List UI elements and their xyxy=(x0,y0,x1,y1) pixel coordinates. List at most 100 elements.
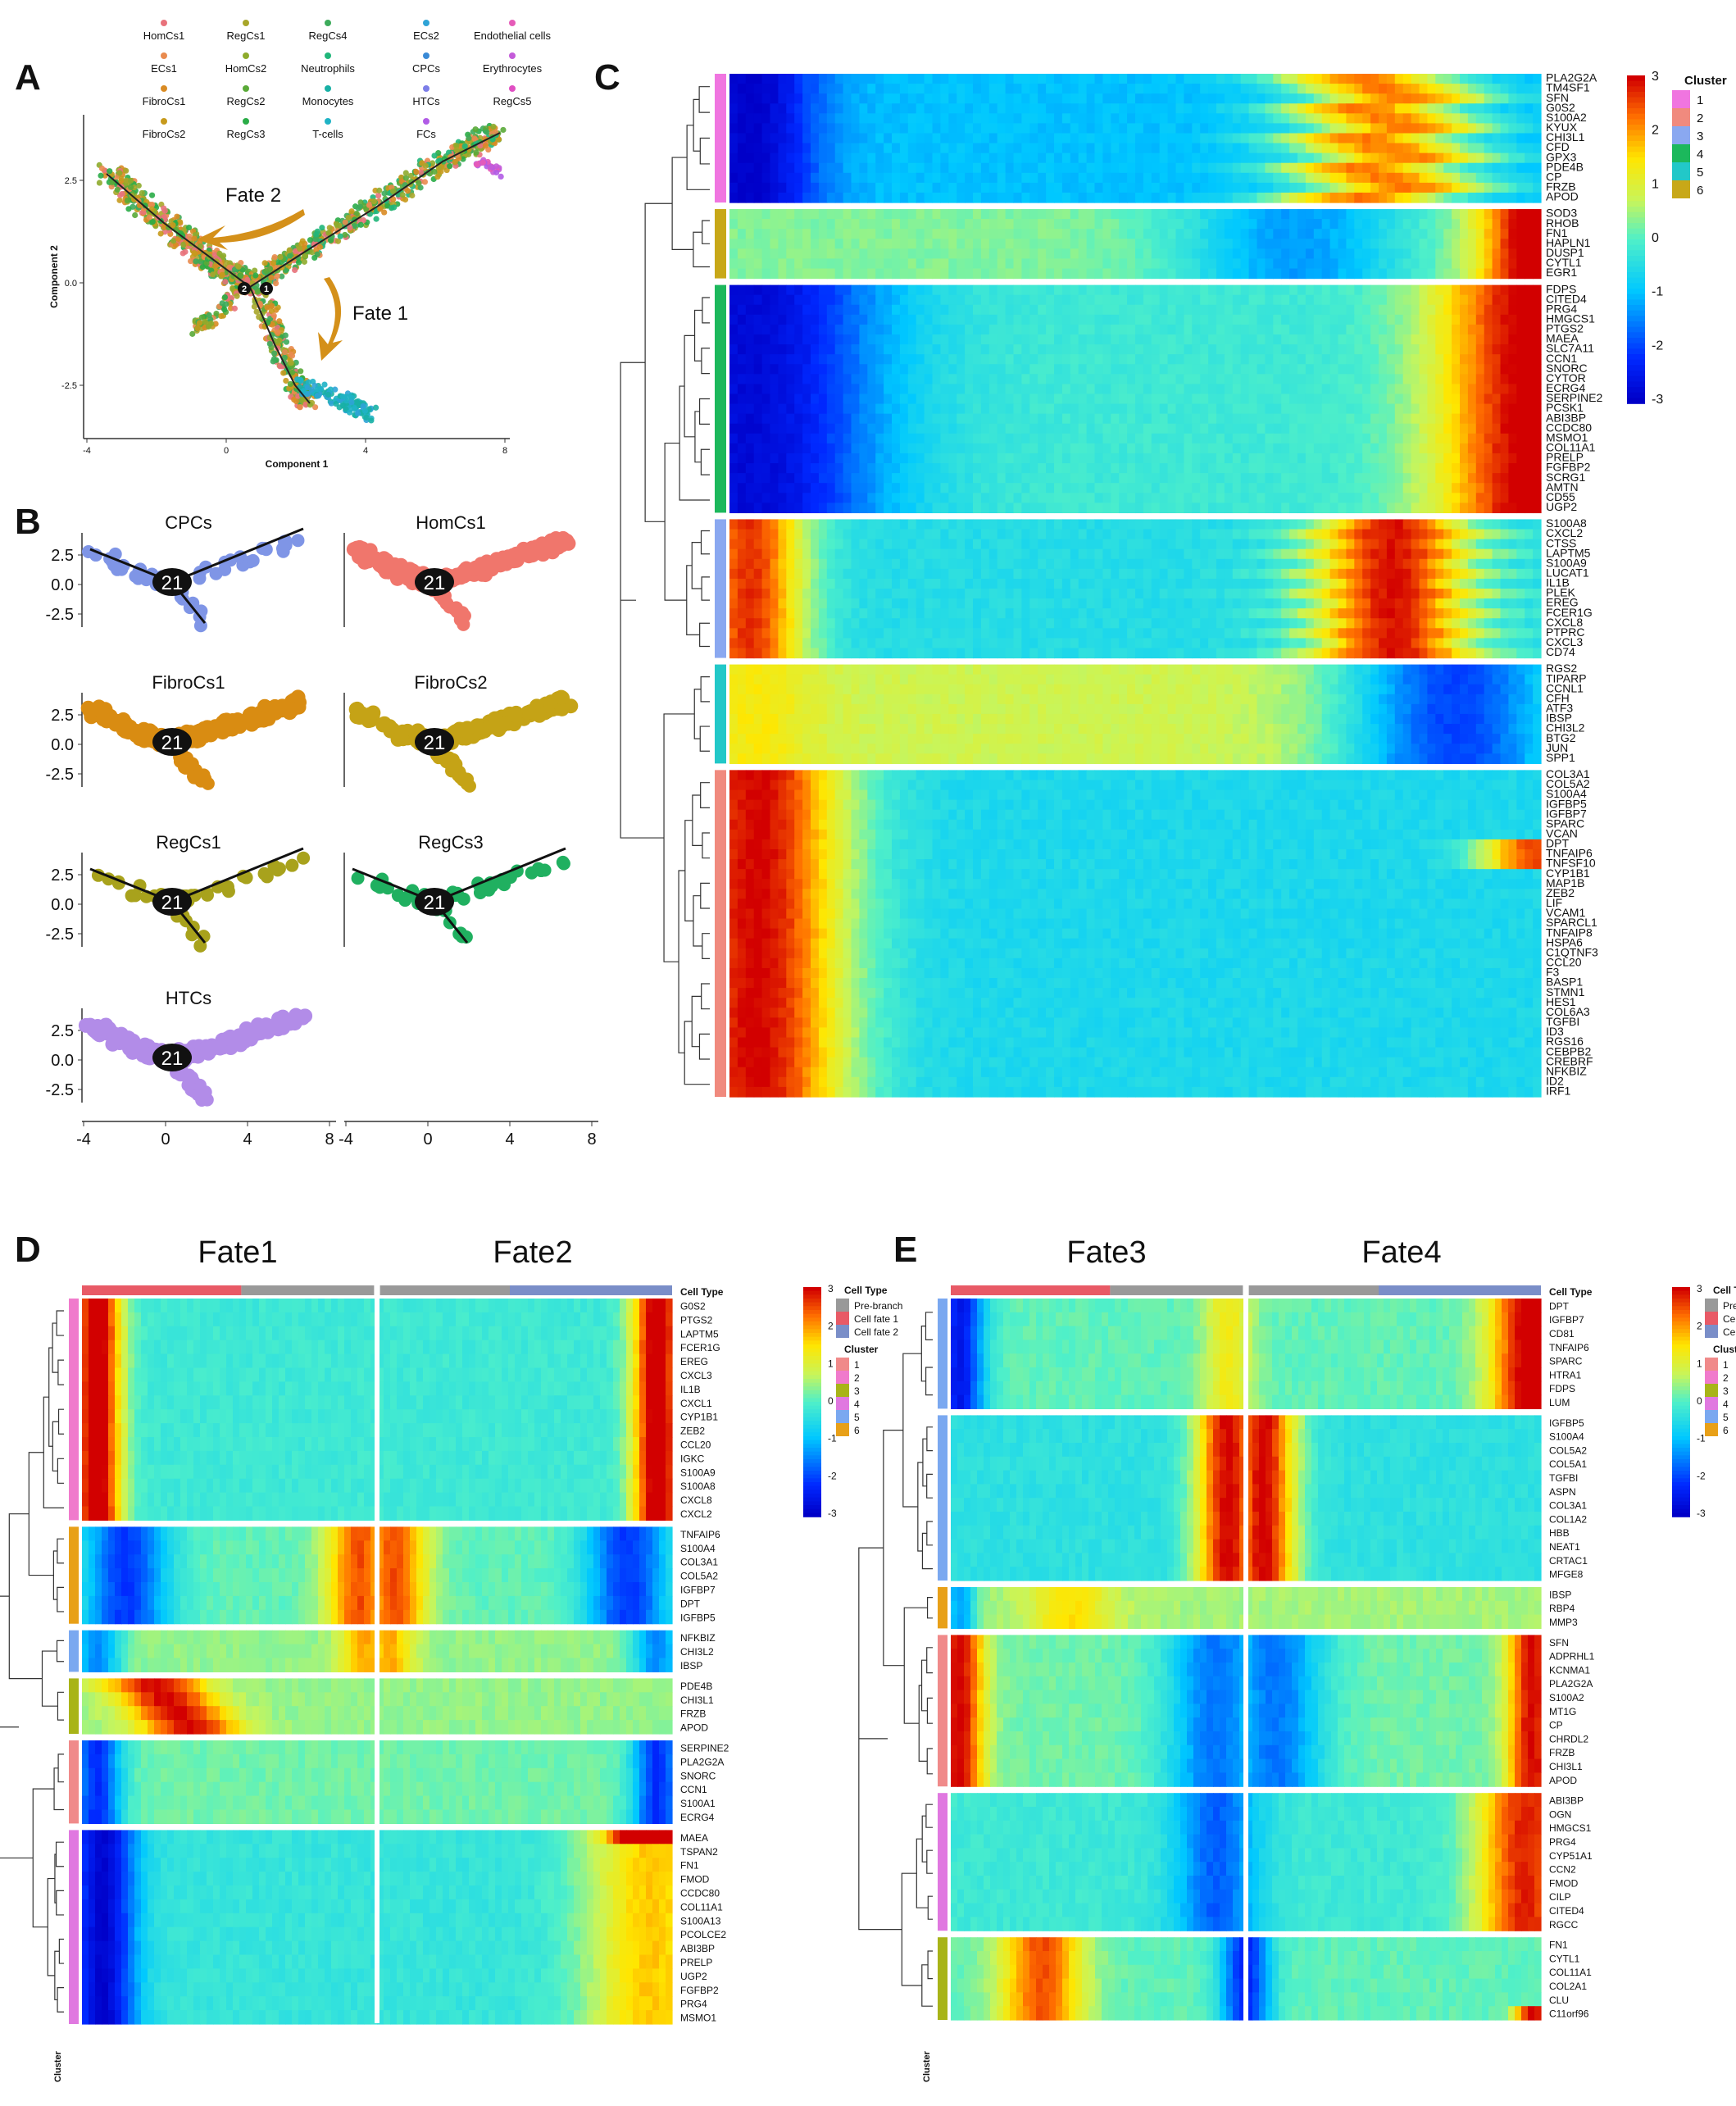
subplot-title: CPCs xyxy=(165,512,211,533)
heatmap-cell xyxy=(1273,173,1282,184)
heatmap-cell xyxy=(1184,285,1193,296)
heatmap-cell xyxy=(1508,123,1517,134)
heatmap-cell xyxy=(843,183,852,193)
heatmap-cell xyxy=(1370,173,1379,184)
heatmap-cell xyxy=(1314,193,1323,203)
heatmap-cell xyxy=(843,93,852,104)
heatmap-cell xyxy=(1306,143,1315,154)
heatmap-cell xyxy=(1338,305,1347,316)
heatmap-cell xyxy=(1168,285,1177,296)
heatmap-cell xyxy=(1420,229,1429,239)
heatmap-cell xyxy=(1087,193,1096,203)
heatmap-cell xyxy=(1021,193,1030,203)
heatmap-cell xyxy=(729,239,738,249)
heatmap-cell xyxy=(1111,258,1120,269)
heatmap-cell xyxy=(1468,183,1477,193)
heatmap-cell xyxy=(1038,193,1047,203)
heatmap-cell xyxy=(794,93,803,104)
heatmap-cell xyxy=(1038,173,1047,184)
heatmap-cell xyxy=(746,258,755,269)
heatmap-cell xyxy=(754,315,763,325)
heatmap-cell xyxy=(1281,295,1290,306)
heatmap-cell xyxy=(1508,305,1517,316)
trajectory-point xyxy=(170,222,175,228)
trajectory-point xyxy=(319,225,325,230)
heatmap-cell xyxy=(852,123,861,134)
heatmap-cell xyxy=(908,258,917,269)
heatmap-cell xyxy=(1508,103,1517,114)
trajectory-point xyxy=(193,258,198,264)
heatmap-cell xyxy=(1273,183,1282,193)
heatmap-cell xyxy=(1508,239,1517,249)
heatmap-cell xyxy=(1379,84,1388,94)
heatmap-cell xyxy=(843,248,852,259)
heatmap-cell xyxy=(1176,285,1185,296)
heatmap-cell xyxy=(1152,163,1161,174)
heatmap-cell xyxy=(1070,84,1079,94)
heatmap-cell xyxy=(835,315,843,325)
legend-dot xyxy=(509,20,516,26)
heatmap-cell xyxy=(1395,173,1404,184)
heatmap-cell xyxy=(1241,295,1250,306)
heatmap-cell xyxy=(1493,248,1502,259)
trajectory-point xyxy=(125,206,131,212)
heatmap-cell xyxy=(1314,269,1323,280)
heatmap-cell xyxy=(1087,84,1096,94)
heatmap-cell xyxy=(1192,74,1201,84)
heatmap-cell xyxy=(1411,239,1420,249)
heatmap-cell xyxy=(1443,269,1452,280)
heatmap-cell xyxy=(892,74,901,84)
heatmap-cell xyxy=(1160,285,1169,296)
heatmap-cell xyxy=(965,285,974,296)
heatmap-cell xyxy=(770,315,779,325)
heatmap-cell xyxy=(770,173,779,184)
heatmap-cell xyxy=(1127,219,1136,230)
heatmap-cell xyxy=(1168,269,1177,280)
trajectory-point xyxy=(375,193,381,198)
trajectory-point xyxy=(373,405,379,411)
heatmap-cell xyxy=(965,74,974,84)
heatmap-cell xyxy=(1314,103,1323,114)
heatmap-cell xyxy=(981,84,990,94)
heatmap-cell xyxy=(1387,209,1396,220)
heatmap-cell xyxy=(770,113,779,124)
legend-label: Monocytes xyxy=(302,95,354,107)
heatmap-cell xyxy=(867,143,876,154)
heatmap-cell xyxy=(1200,113,1209,124)
heatmap-cell xyxy=(1200,229,1209,239)
heatmap-cell xyxy=(1021,285,1030,296)
heatmap-cell xyxy=(1127,123,1136,134)
heatmap-cell xyxy=(1379,248,1388,259)
heatmap-cell xyxy=(1208,285,1217,296)
heatmap-cell xyxy=(778,305,787,316)
heatmap-cell xyxy=(859,163,868,174)
heatmap-cell xyxy=(1249,123,1258,134)
heatmap-cell xyxy=(1225,153,1234,164)
heatmap-cell xyxy=(1435,93,1444,104)
heatmap-cell xyxy=(1379,285,1388,296)
heatmap-cell xyxy=(1516,153,1525,164)
heatmap-cell xyxy=(957,103,966,114)
heatmap-cell xyxy=(965,305,974,316)
heatmap-cell xyxy=(989,103,998,114)
heatmap-cell xyxy=(1216,133,1225,143)
heatmap-cell xyxy=(1484,209,1493,220)
heatmap-cell xyxy=(884,133,893,143)
heatmap-cell xyxy=(729,295,738,306)
heatmap-cell xyxy=(1525,133,1534,143)
heatmap-cell xyxy=(1354,133,1363,143)
legend-dot xyxy=(325,85,331,92)
heatmap-cell xyxy=(1493,163,1502,174)
heatmap-cell xyxy=(746,285,755,296)
heatmap-cell xyxy=(1289,163,1298,174)
heatmap-cell xyxy=(1362,285,1371,296)
heatmap-cell xyxy=(867,315,876,325)
heatmap-cell xyxy=(1152,113,1161,124)
heatmap-cell xyxy=(1452,229,1461,239)
heatmap-cell xyxy=(762,295,771,306)
heatmap-cell xyxy=(1087,173,1096,184)
heatmap-cell xyxy=(1435,229,1444,239)
heatmap-cell xyxy=(1338,113,1347,124)
heatmap-cell xyxy=(835,84,843,94)
heatmap-cell xyxy=(900,229,909,239)
